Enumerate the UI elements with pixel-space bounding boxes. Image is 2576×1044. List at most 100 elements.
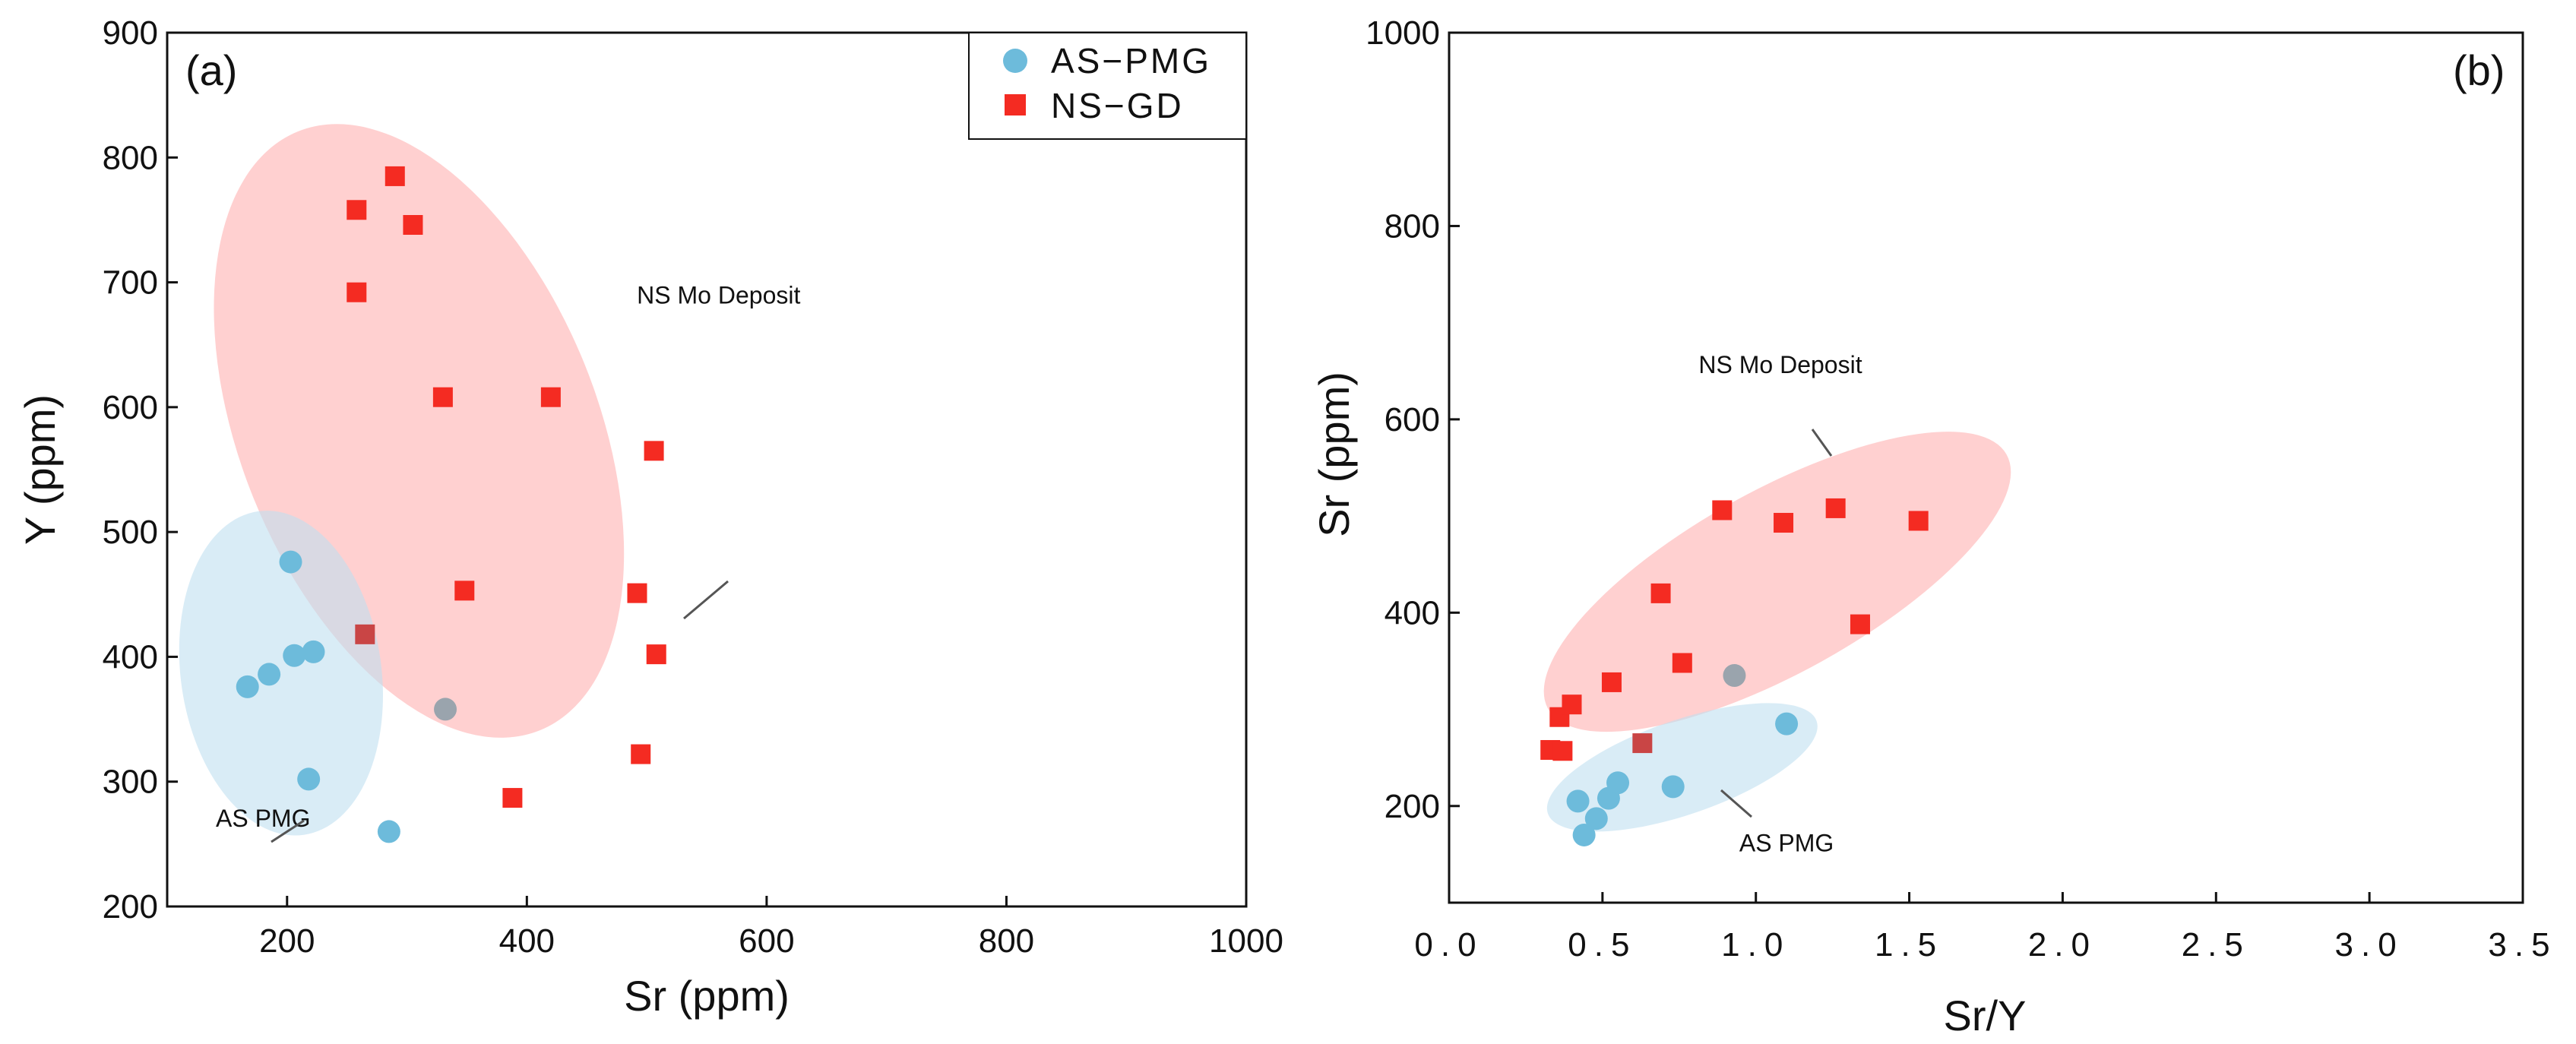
point-as-pmg <box>1775 712 1799 736</box>
point-ns-gd <box>1850 614 1870 634</box>
point-as-pmg <box>377 820 400 843</box>
legend-ns-gd-label: NS−GD <box>1051 86 1184 125</box>
annotation-leader <box>1811 429 1833 457</box>
x-tick-label: 200 <box>259 922 315 960</box>
panel-b-label: (b) <box>2453 46 2505 94</box>
field-ns-mo-deposit <box>1543 432 2011 732</box>
field-as-pmg <box>179 511 383 836</box>
legend: AS−PMG NS−GD <box>968 32 1247 140</box>
point-as-pmg <box>283 644 306 667</box>
y-tick-label: 400 <box>103 638 158 675</box>
annotation-label: NS Mo Deposit <box>1698 351 1862 378</box>
y-tick-label: 200 <box>1385 788 1440 825</box>
panel-b-points <box>1540 498 1929 846</box>
point-ns-gd <box>1632 733 1653 754</box>
point-as-pmg <box>434 698 457 721</box>
panel-a-x-ticks: 200 400 600 800 1000 <box>259 896 1283 960</box>
point-ns-gd <box>432 387 453 407</box>
panel-b-fields <box>1543 432 2011 832</box>
point-as-pmg <box>236 675 259 698</box>
point-ns-gd <box>644 441 664 461</box>
panel-b-chart: 0.0 0.5 1.0 1.5 2.0 2.5 3.0 3.5 200 400 600 800 100… <box>1310 14 2557 1039</box>
panel-a-frame <box>166 31 1248 908</box>
point-ns-gd <box>1672 653 1692 673</box>
point-ns-gd <box>403 215 423 235</box>
y-tick-label: 1000 <box>1366 14 1440 52</box>
x-tick-label: 2.0 <box>2028 926 2097 963</box>
point-ns-gd <box>385 166 405 186</box>
point-ns-gd <box>1601 672 1622 692</box>
x-tick-label: 1.0 <box>1721 926 1790 963</box>
panel-a-fields <box>179 124 625 836</box>
panel-a-x-axis-title: Sr (ppm) <box>624 972 790 1020</box>
point-as-pmg <box>1566 789 1590 813</box>
panel-a-points <box>236 166 666 843</box>
annotation-label: NS Mo Deposit <box>637 282 800 309</box>
annotation-label: AS PMG <box>1739 830 1834 857</box>
panel-a-annotations: NS Mo Deposit AS PMG <box>216 282 800 843</box>
point-as-pmg <box>1606 771 1630 795</box>
legend-ns-gd-marker <box>1005 94 1026 115</box>
x-tick-label: 400 <box>499 922 555 960</box>
point-ns-gd <box>627 583 647 603</box>
y-tick-label: 300 <box>103 764 158 801</box>
x-tick-label: 1000 <box>1209 922 1283 960</box>
annotation-label: AS PMG <box>216 805 310 832</box>
x-tick-label: 800 <box>979 922 1034 960</box>
panel-b-annotations: NS Mo Deposit AS PMG <box>1698 351 1862 857</box>
point-as-pmg <box>1723 664 1746 688</box>
x-tick-label: 2.5 <box>2182 926 2251 963</box>
panel-b-x-axis-title: Sr/Y <box>1944 992 2027 1039</box>
panel-b-y-axis-title: Sr (ppm) <box>1310 372 1358 537</box>
point-ns-gd <box>347 282 367 302</box>
y-tick-label: 600 <box>1385 401 1440 438</box>
point-as-pmg <box>279 550 302 574</box>
x-tick-label: 600 <box>739 922 794 960</box>
point-as-pmg <box>1661 775 1685 799</box>
point-as-pmg <box>1584 807 1608 830</box>
x-tick-label: 3.5 <box>2488 926 2557 963</box>
y-tick-label: 800 <box>103 139 158 176</box>
point-as-pmg <box>297 767 321 791</box>
x-tick-label: 0.5 <box>1568 926 1637 963</box>
point-ns-gd <box>1552 741 1573 761</box>
y-tick-label: 900 <box>103 14 158 52</box>
point-as-pmg <box>302 640 325 663</box>
point-ns-gd <box>646 644 666 665</box>
panel-b-x-ticks: 0.0 0.5 1.0 1.5 2.0 2.5 3.0 3.5 <box>1414 892 2557 963</box>
y-tick-label: 500 <box>103 514 158 551</box>
y-tick-label: 800 <box>1385 207 1440 245</box>
point-ns-gd <box>1712 500 1733 520</box>
panel-b-frame <box>1448 31 2524 904</box>
point-ns-gd <box>1908 511 1929 531</box>
panel-a-y-ticks: 200 300 400 500 600 700 800 900 <box>103 14 178 925</box>
legend-as-pmg-marker <box>1003 49 1027 73</box>
y-tick-label: 200 <box>103 888 158 925</box>
point-ns-gd <box>355 624 375 644</box>
point-ns-gd <box>631 744 651 764</box>
x-tick-label: 1.5 <box>1875 926 1944 963</box>
point-as-pmg <box>258 663 281 686</box>
legend-as-pmg-label: AS−PMG <box>1051 41 1211 81</box>
panel-b-y-ticks: 200 400 600 800 1000 <box>1366 14 1460 825</box>
panel-a-y-axis-title: Y (ppm) <box>16 394 64 545</box>
point-ns-gd <box>1650 583 1671 603</box>
y-tick-label: 700 <box>103 264 158 302</box>
point-ns-gd <box>1825 498 1846 518</box>
annotation-leader <box>271 819 305 843</box>
panel-a-label: (a) <box>185 46 237 94</box>
point-ns-gd <box>540 387 561 407</box>
point-ns-gd <box>1562 694 1582 715</box>
annotation-leader <box>683 580 729 620</box>
x-tick-label: 0.0 <box>1414 926 1483 963</box>
point-ns-gd <box>454 581 475 601</box>
y-tick-label: 400 <box>1385 594 1440 631</box>
annotation-leader <box>1720 789 1752 818</box>
point-as-pmg <box>1572 823 1596 846</box>
point-ns-gd <box>347 200 367 220</box>
x-tick-label: 3.0 <box>2335 926 2404 963</box>
panel-a-chart: 200 400 600 800 1000 200 300 400 500 600 700 800 90… <box>16 14 1283 1020</box>
y-tick-label: 600 <box>103 389 158 426</box>
point-ns-gd <box>502 788 523 808</box>
